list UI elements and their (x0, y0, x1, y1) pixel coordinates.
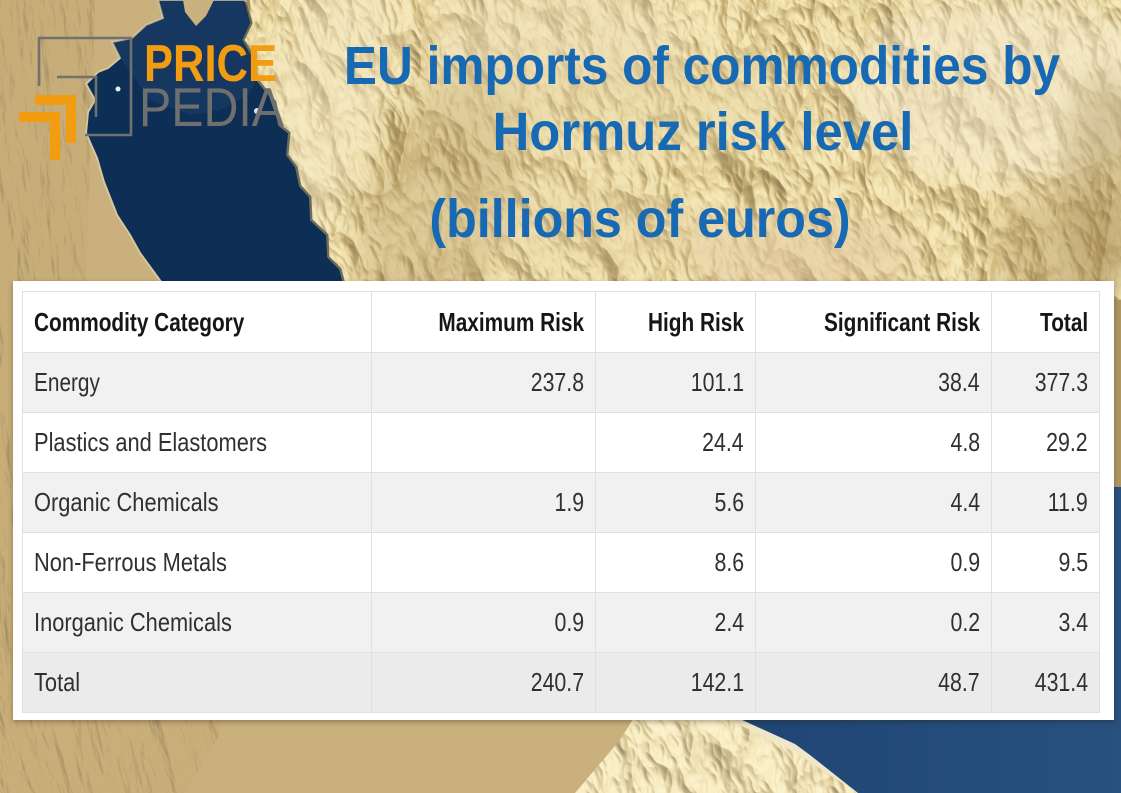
svg-text:PRICE: PRICE (144, 35, 277, 93)
svg-text:PEDIA: PEDIA (139, 76, 284, 138)
